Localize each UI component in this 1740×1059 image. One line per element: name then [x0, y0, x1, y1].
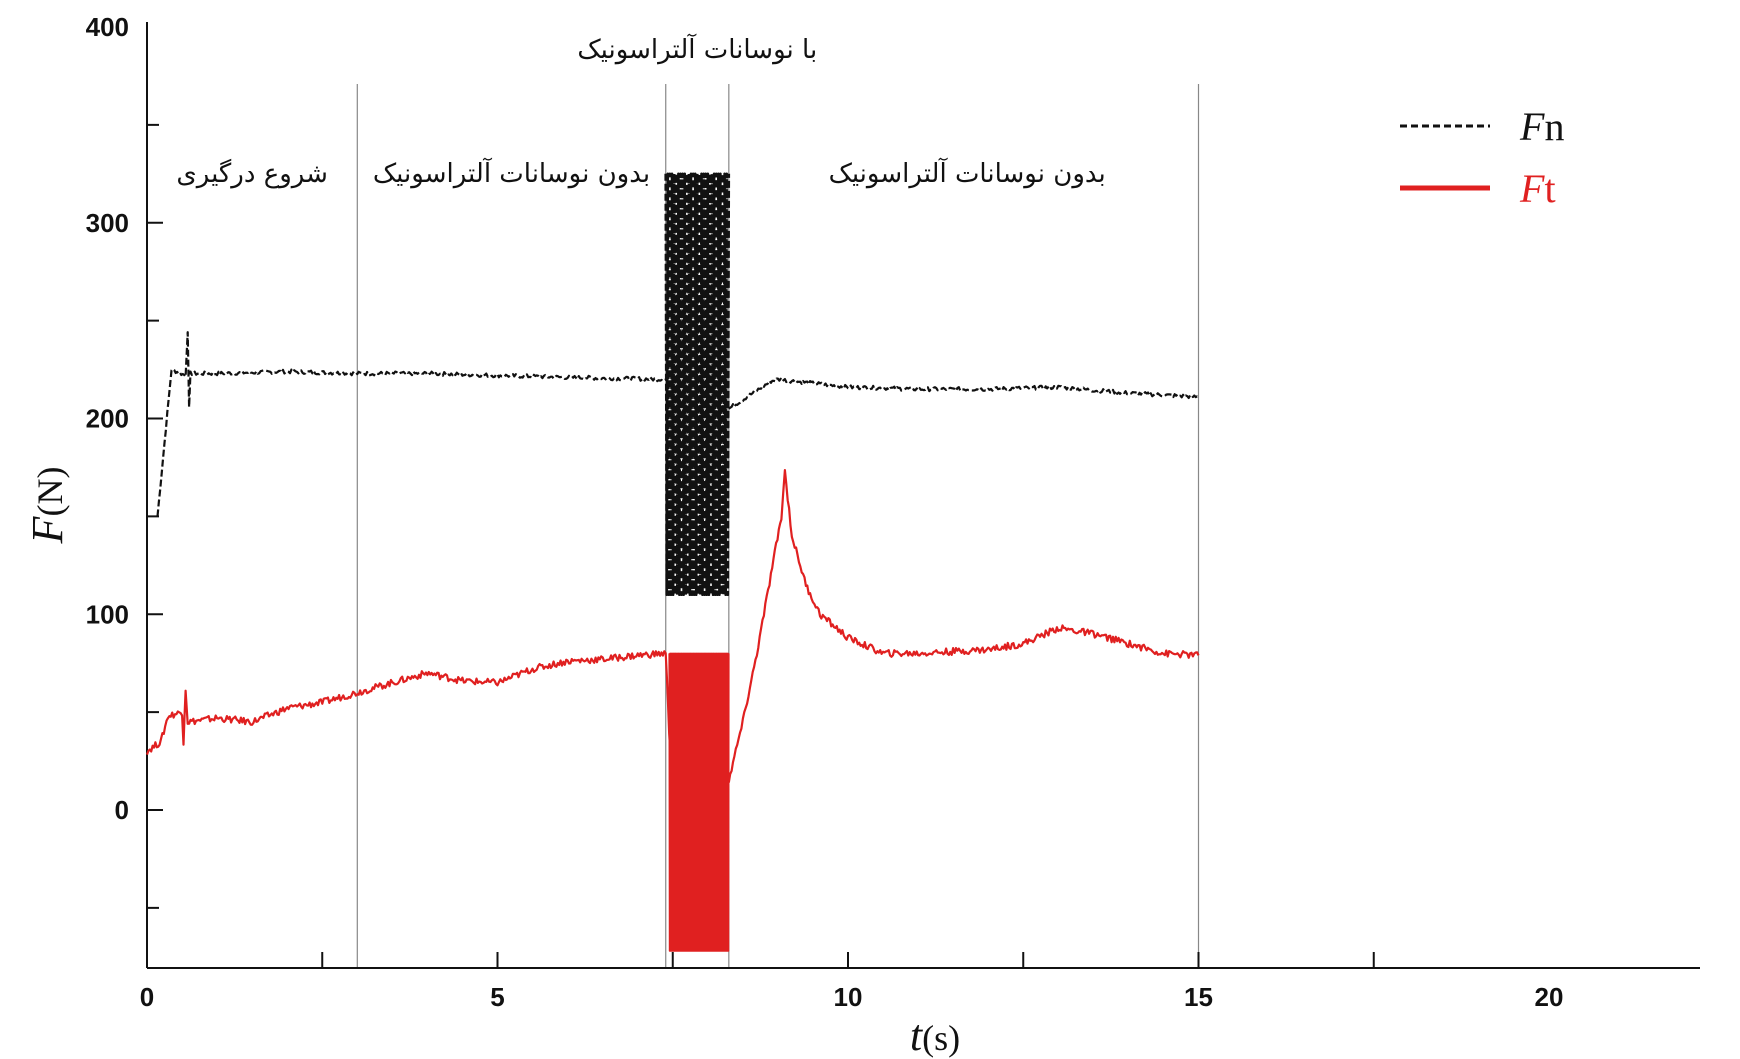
y-tick-label-0: 0	[115, 795, 129, 825]
ticks: 0 100 200 300 400 0 5 10 15 20	[86, 12, 1564, 1012]
series-Ft-line-before	[145, 650, 674, 791]
x-tick-label-20: 20	[1535, 982, 1564, 1012]
series-Fn-line-after	[728, 377, 1199, 410]
axis-labels: t(s) F(N)	[23, 467, 960, 1059]
x-tick-label-10: 10	[834, 982, 863, 1012]
x-tick-label-0: 0	[140, 982, 154, 1012]
series-Fn-line-before	[156, 331, 667, 517]
series-Fn-oscillation	[664, 172, 731, 596]
series-Ft-line-after	[727, 469, 1200, 783]
y-tick-label-300: 300	[86, 208, 129, 238]
region-label-1: بدون نوسانات آلتراسونیک	[373, 157, 650, 189]
x-tick-label-15: 15	[1184, 982, 1213, 1012]
y-tick-label-200: 200	[86, 404, 129, 434]
x-axis-title: t(s)	[910, 1011, 960, 1059]
region-label-3: بدون نوسانات آلتراسونیک	[829, 157, 1106, 189]
legend: Fn Ft	[1400, 104, 1564, 211]
series-group	[145, 172, 1200, 952]
region-labels: شروع درگیری بدون نوسانات آلتراسونیک با نوس…	[176, 33, 1105, 189]
y-tick-label-100: 100	[86, 599, 129, 629]
region-label-2: با نوسانات آلتراسونیک	[577, 33, 817, 65]
y-axis-title: F(N)	[23, 467, 72, 545]
region-dividers	[356, 84, 1200, 968]
legend-label-Fn: Fn	[1519, 104, 1564, 149]
legend-label-Ft: Ft	[1519, 166, 1556, 211]
series-Ft-oscillation	[668, 652, 730, 952]
y-tick-label-400: 400	[86, 12, 129, 42]
x-tick-label-5: 5	[490, 982, 504, 1012]
region-label-0: شروع درگیری	[176, 158, 328, 189]
